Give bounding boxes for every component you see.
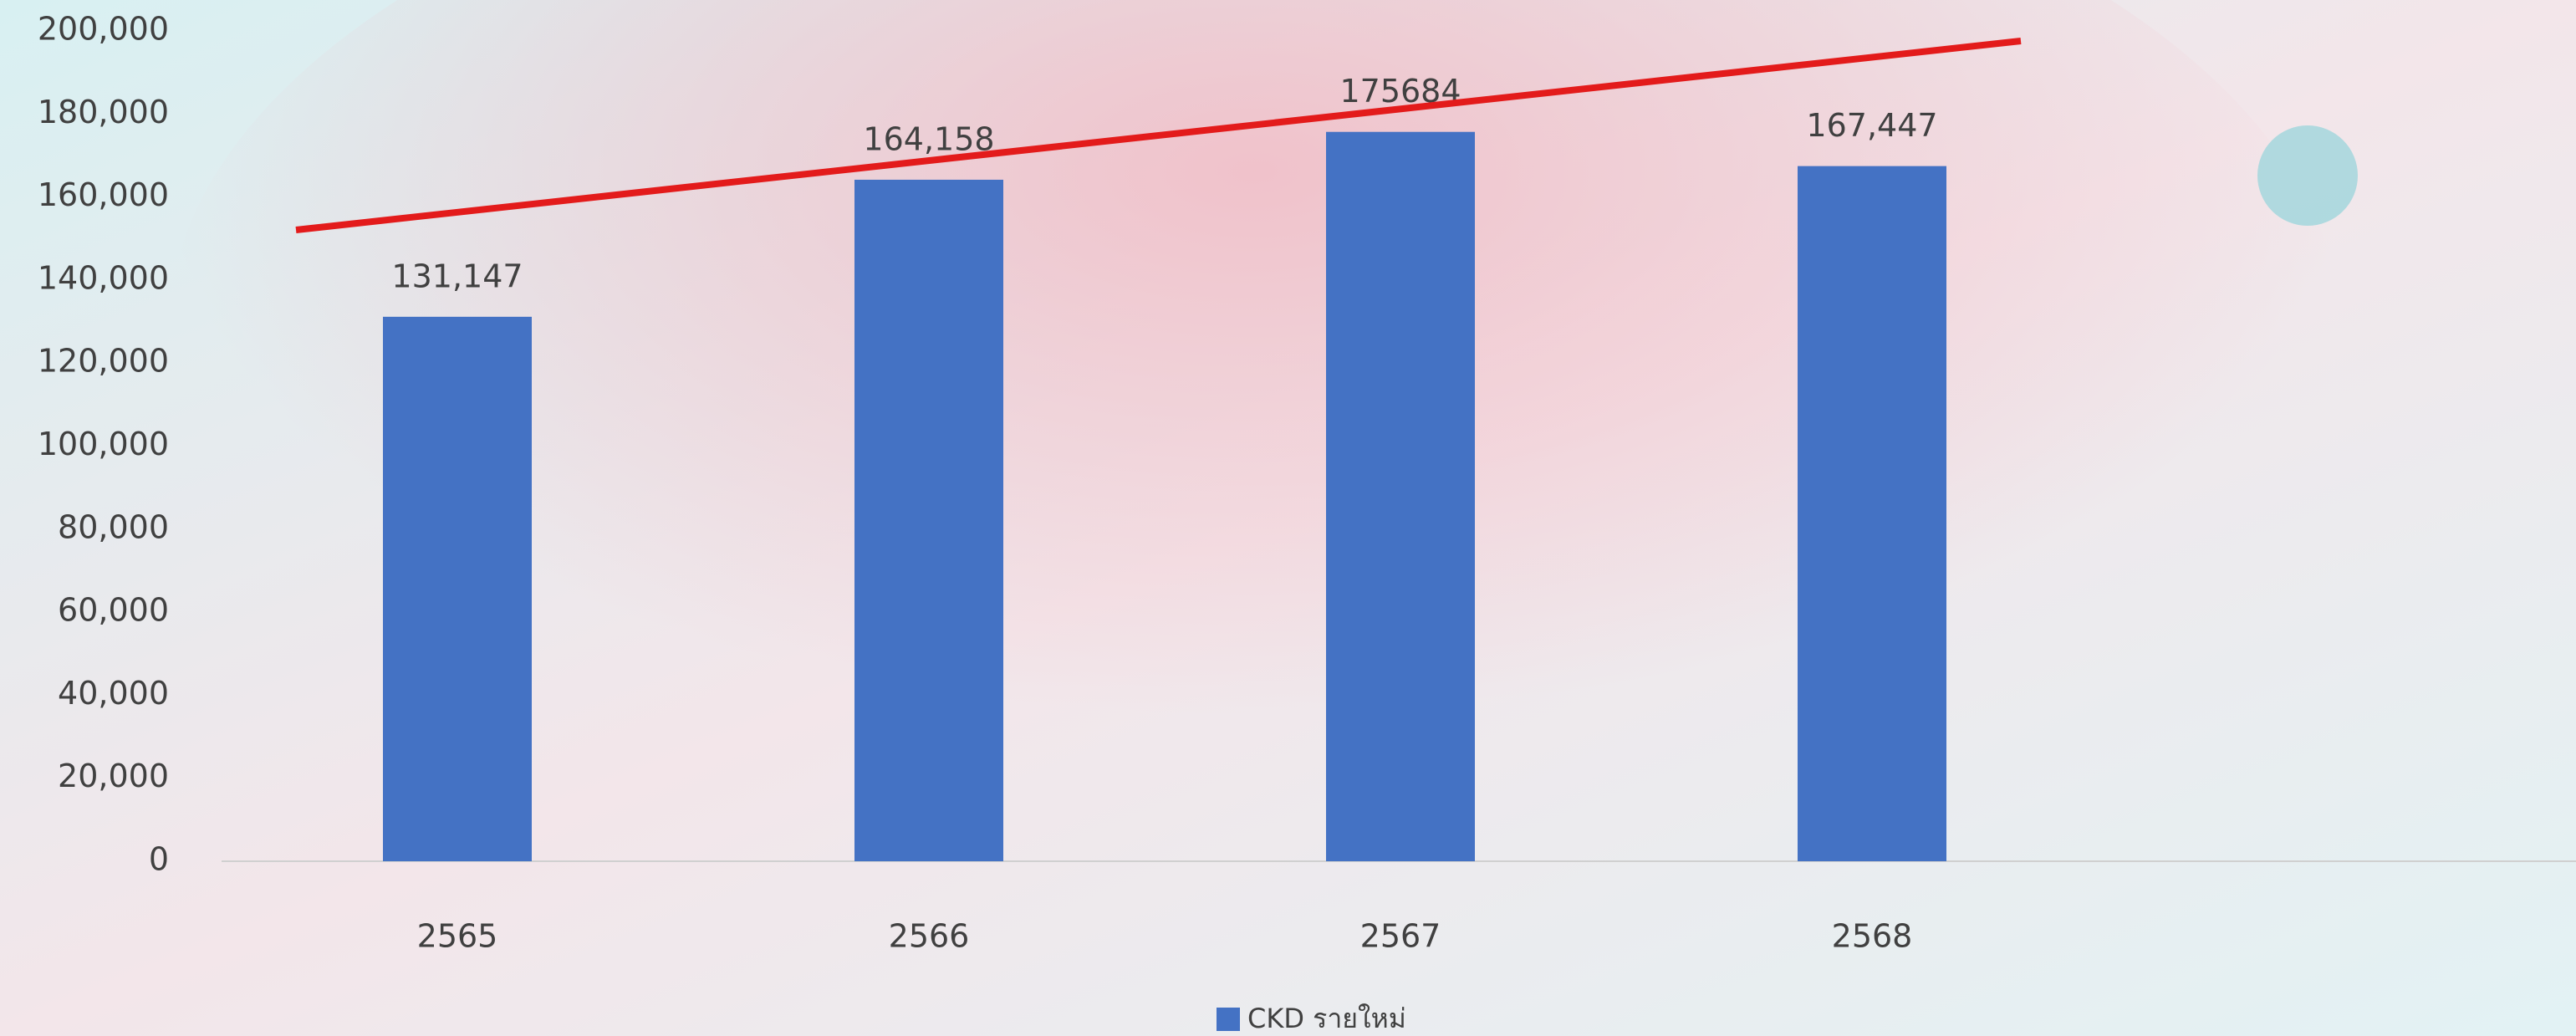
y-tick-label: 160,000 — [38, 176, 169, 213]
y-tick-label: 180,000 — [38, 94, 169, 130]
bar — [854, 180, 1003, 861]
x-tick-label: 2568 — [1832, 918, 1913, 955]
y-tick-label: 100,000 — [38, 426, 169, 462]
y-tick-label: 60,000 — [58, 592, 169, 629]
data-label: 131,147 — [391, 258, 523, 294]
data-label: 164,158 — [863, 120, 994, 157]
page: 0 20,000 40,000 60,000 80,000 100,000 120,000 1… — [0, 0, 2576, 1036]
legend-swatch — [1217, 1008, 1240, 1031]
y-tick-label: 40,000 — [58, 675, 169, 712]
bar — [1798, 166, 1946, 861]
y-tick-label: 120,000 — [38, 343, 169, 380]
y-tick-label: 0 — [149, 841, 169, 878]
legend-label: CKD รายใหม่ — [1247, 1003, 1406, 1034]
x-tick-label: 2565 — [417, 918, 498, 955]
x-tick-label: 2566 — [889, 918, 970, 955]
data-label: 167,447 — [1806, 107, 1937, 144]
chart: 0 20,000 40,000 60,000 80,000 100,000 120,000 1… — [0, 0, 2576, 1036]
y-tick-label: 200,000 — [38, 11, 169, 48]
y-tick-label: 80,000 — [58, 508, 169, 545]
y-tick-label: 20,000 — [58, 758, 169, 794]
bar — [383, 317, 532, 861]
decoration — [2257, 125, 2358, 226]
x-tick-label: 2567 — [1360, 918, 1441, 955]
bar — [1326, 132, 1475, 861]
y-tick-label: 140,000 — [38, 259, 169, 296]
